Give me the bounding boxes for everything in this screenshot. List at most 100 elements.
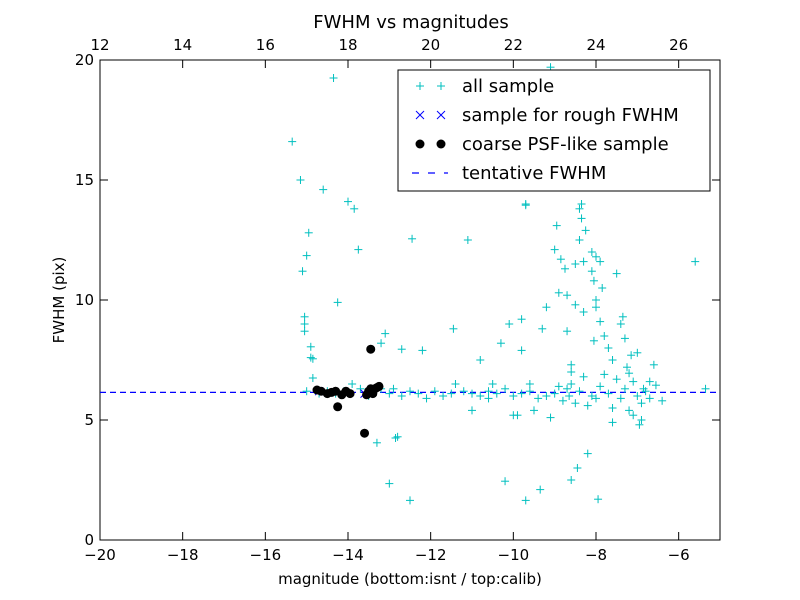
all-sample-point — [538, 324, 547, 333]
legend-rough-marker — [436, 110, 446, 120]
all-sample-point — [627, 351, 636, 360]
all-sample-point — [517, 389, 526, 398]
all-sample-point — [604, 344, 613, 352]
all-sample-point — [633, 392, 642, 400]
all-sample-point — [308, 374, 317, 382]
all-sample-point — [608, 418, 617, 427]
all-sample-point — [589, 336, 598, 345]
all-sample-point — [592, 303, 600, 312]
all-sample-point — [418, 346, 427, 355]
legend: all sample sample for rough FWHM coarse PS… — [397, 69, 711, 192]
left-axis: 0 5 10 15 20 — [75, 51, 720, 549]
chart-title: FWHM vs magnitudes — [313, 12, 508, 33]
all-sample-point — [542, 392, 551, 400]
all-sample-point — [468, 406, 476, 415]
legend-coarse-label: coarse PSF-like sample — [462, 134, 669, 155]
all-sample-point — [579, 372, 588, 381]
all-sample-point — [577, 214, 586, 223]
all-sample-point — [608, 404, 617, 412]
all-sample-point — [430, 387, 439, 396]
all-sample-point — [513, 411, 522, 420]
all-sample-point — [348, 380, 357, 388]
y-tick-label: 15 — [75, 171, 94, 189]
all-sample-point — [517, 315, 526, 324]
legend-all-label: all sample — [462, 76, 554, 97]
all-sample-point — [658, 396, 667, 405]
all-sample-point — [459, 387, 468, 396]
legend-rough-marker — [415, 110, 425, 120]
all-sample-point — [550, 389, 559, 398]
x-tick-label: −6 — [668, 546, 690, 564]
x-tick-label: −18 — [167, 546, 199, 564]
all-sample-point — [637, 399, 646, 408]
all-sample-point — [558, 396, 567, 405]
top-tick-label: 12 — [90, 36, 109, 54]
y-axis-label: FWHM (pix) — [50, 257, 68, 344]
legend-all-marker — [437, 82, 445, 90]
all-sample-point — [439, 392, 448, 400]
all-sample-point — [517, 346, 526, 355]
all-sample-point — [501, 477, 510, 486]
all-sample-point — [484, 387, 493, 396]
all-sample-point — [567, 476, 576, 484]
x-tick-label: −14 — [332, 546, 364, 564]
all-sample-point — [492, 389, 501, 398]
coarse-psf-point — [366, 344, 376, 354]
all-sample-point — [329, 74, 338, 82]
all-sample-point — [391, 434, 400, 442]
all-sample-point — [306, 342, 315, 351]
all-sample-point — [302, 251, 311, 260]
all-sample-point — [561, 264, 569, 273]
legend-all-marker — [416, 82, 424, 90]
all-sample-point — [397, 392, 406, 400]
all-sample-point — [575, 204, 584, 213]
all-sample-point — [422, 394, 431, 403]
all-sample-point — [414, 389, 423, 398]
top-tick-label: 20 — [421, 36, 440, 54]
all-sample-point — [534, 394, 543, 403]
x-tick-label: −10 — [498, 546, 530, 564]
all-sample-point — [505, 320, 514, 328]
all-sample-point — [302, 387, 311, 396]
all-sample-point — [596, 257, 605, 266]
all-sample-point — [333, 298, 342, 307]
all-sample-point — [556, 255, 565, 264]
all-sample-point — [612, 269, 621, 278]
all-sample-point — [521, 200, 530, 208]
coarse-psf-point — [345, 389, 355, 399]
x-tick-label: −8 — [585, 546, 607, 564]
all-sample-point — [542, 303, 551, 312]
all-sample-point — [618, 312, 627, 321]
coarse-psf-point — [360, 428, 370, 438]
x-tick-label: −20 — [84, 546, 116, 564]
all-sample-point — [625, 406, 634, 415]
y-tick-label: 5 — [84, 411, 94, 429]
all-sample-point — [563, 291, 572, 300]
all-sample-point — [575, 387, 584, 396]
all-sample-point — [573, 464, 582, 472]
all-sample-point — [377, 339, 386, 348]
all-sample-point — [563, 384, 572, 393]
all-sample-point — [468, 389, 476, 398]
all-sample-point — [620, 334, 629, 343]
all-sample-point — [641, 387, 650, 396]
all-sample-point — [406, 496, 414, 505]
all-sample-point — [304, 228, 313, 237]
all-sample-point — [691, 257, 700, 266]
bottom-axis: −20 −18 −16 −14 −12 −10 −8 −6 — [84, 60, 690, 564]
all-sample-point — [579, 308, 588, 316]
all-sample-point — [567, 380, 576, 388]
all-sample-point — [385, 479, 394, 488]
all-sample-point — [623, 363, 631, 372]
all-sample-point — [612, 375, 621, 384]
all-sample-point — [306, 353, 315, 362]
plot-area — [99, 59, 721, 541]
all-sample-point — [649, 360, 658, 369]
all-sample-point — [300, 312, 309, 321]
y-tick-label: 0 — [84, 531, 94, 549]
y-tick-label: 20 — [75, 51, 94, 69]
all-sample-point — [525, 387, 534, 396]
x-tick-label: −16 — [250, 546, 282, 564]
all-sample-point — [565, 392, 574, 400]
all-sample-point — [484, 394, 493, 403]
